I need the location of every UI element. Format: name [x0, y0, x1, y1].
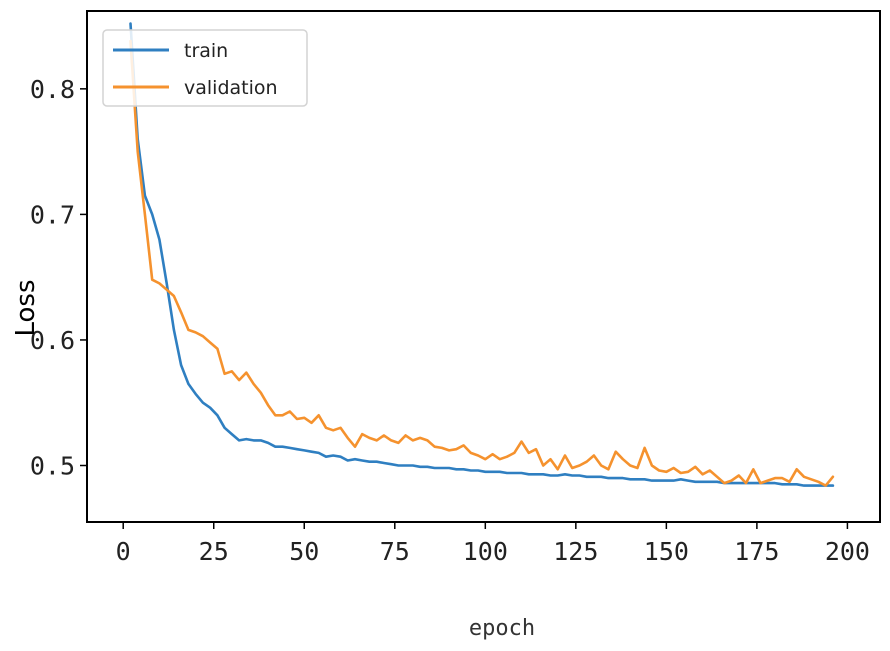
x-tick-label: 150	[644, 537, 689, 566]
x-tick-label: 50	[289, 537, 319, 566]
y-tick-label: 0.5	[30, 452, 75, 481]
legend-label-train: train	[184, 40, 228, 62]
x-ticks: 0 25 50 75 100 125 150 175 200	[116, 522, 870, 566]
x-tick-label: 125	[553, 537, 598, 566]
x-tick-label: 175	[734, 537, 779, 566]
legend-label-validation: validation	[184, 77, 278, 99]
y-axis-label: Loss	[11, 279, 41, 336]
series-line-train	[129, 22, 835, 487]
series-lines	[129, 22, 835, 487]
y-tick-label: 0.7	[30, 200, 75, 229]
y-tick-label: 0.6	[30, 326, 75, 355]
x-tick-label: 200	[825, 537, 870, 566]
y-tick-label: 0.8	[30, 75, 75, 104]
plot-frame	[86, 10, 881, 523]
x-tick-label: 0	[116, 537, 131, 566]
y-ticks: 0.5 0.6 0.7 0.8	[30, 75, 87, 481]
x-tick-label: 100	[463, 537, 508, 566]
series-line-validation	[129, 39, 835, 487]
x-tick-label: 25	[199, 537, 229, 566]
x-axis-label: epoch	[469, 616, 535, 641]
x-tick-label: 75	[380, 537, 410, 566]
legend: train validation	[102, 29, 308, 107]
